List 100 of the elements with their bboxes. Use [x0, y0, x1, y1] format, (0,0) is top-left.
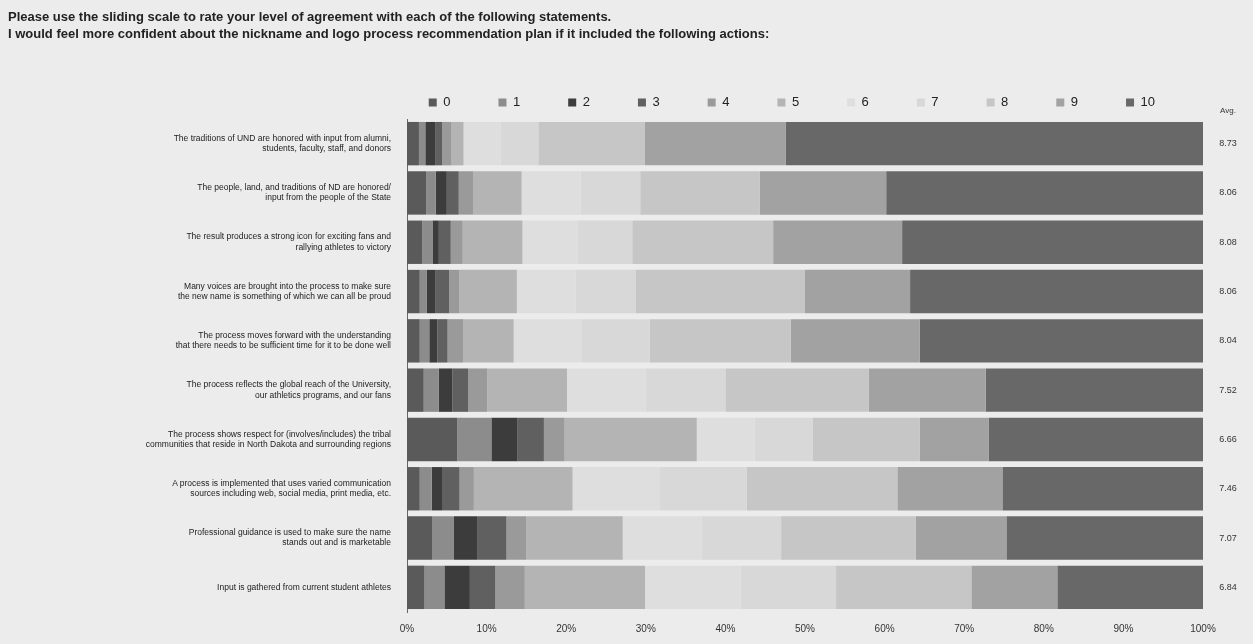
bar	[919, 417, 989, 462]
bar	[426, 269, 436, 314]
bar	[538, 121, 645, 166]
x-tick-label: 70%	[954, 622, 975, 634]
bar	[985, 368, 1203, 412]
x-tick-label: 90%	[1113, 622, 1134, 634]
bar	[812, 417, 920, 462]
bar	[462, 220, 523, 264]
bar	[432, 220, 439, 264]
text: 6.84	[1219, 581, 1237, 592]
bar	[649, 319, 791, 363]
text: Avg.	[1220, 106, 1236, 116]
bar	[419, 467, 432, 511]
bar	[429, 319, 438, 363]
y-tick-label: The traditions of UND are honored with input from alumni, students, faculty, staff, and donors	[173, 132, 391, 154]
bar	[785, 121, 1203, 166]
bar	[517, 417, 544, 462]
bar	[919, 319, 1203, 363]
bar	[632, 220, 774, 264]
y-tick-label: Input is gathered from current student athletes	[217, 581, 391, 592]
y-tick-label: Many voices are brought into the process to make sure the new name is something of which we can all be proud	[177, 280, 392, 301]
bar	[971, 565, 1058, 610]
bar	[645, 121, 786, 166]
bar	[897, 467, 1003, 511]
bar	[1002, 467, 1203, 511]
bar	[902, 220, 1203, 264]
legend-label: 3	[652, 94, 660, 110]
bar	[431, 467, 443, 511]
text: 7.07	[1219, 532, 1237, 543]
x-tick-label: 80%	[1033, 622, 1054, 634]
text: 8.06	[1219, 286, 1237, 297]
bar	[543, 417, 565, 462]
y-tick-label: Professional guidance is used to make sure the name stands out and is marketable	[188, 527, 392, 548]
bar	[435, 171, 447, 215]
bar	[836, 565, 972, 610]
bar	[988, 417, 1203, 462]
bar	[425, 121, 436, 166]
bar	[773, 220, 903, 264]
x-tick-label: 10%	[476, 622, 497, 634]
x-tick-label: 60%	[874, 622, 895, 634]
x-tick-label: 50%	[794, 622, 816, 634]
bar	[473, 467, 573, 511]
bar	[446, 171, 459, 215]
legend-label: 7	[931, 94, 939, 110]
bar	[435, 121, 443, 166]
bar	[453, 516, 478, 560]
bar	[491, 417, 518, 462]
bar	[424, 565, 445, 610]
bar	[805, 269, 911, 314]
bar	[418, 121, 426, 166]
bar	[640, 171, 760, 215]
x-tick-label: 20%	[556, 622, 577, 634]
bar	[444, 565, 470, 610]
bar	[635, 269, 805, 314]
bar	[526, 516, 623, 560]
text: 7.52	[1219, 384, 1237, 395]
bar	[438, 368, 453, 412]
legend-label: 1	[512, 94, 521, 110]
bar	[506, 516, 527, 560]
bar	[725, 368, 869, 412]
y-tick-label: The process reflects the global reach of the University, our athletics programs, and our fans	[186, 379, 391, 400]
bar	[781, 516, 916, 560]
bar	[442, 467, 460, 511]
bar	[422, 220, 433, 264]
bar	[419, 269, 427, 314]
bar	[524, 565, 645, 610]
legend-label: 6	[861, 94, 869, 110]
bar	[459, 269, 517, 314]
x-tick-label: 0%	[399, 622, 415, 634]
x-tick-label: 100%	[1190, 622, 1216, 634]
legend-label: 2	[582, 94, 590, 110]
y-tick-label: The result produces a strong icon for exciting fans and rallying athletes to victory	[186, 231, 392, 252]
legend-label: 8	[1001, 94, 1009, 110]
bar	[437, 319, 448, 363]
bar	[868, 368, 986, 412]
bar	[457, 417, 492, 462]
bar	[447, 319, 464, 363]
text: 8.04	[1219, 335, 1237, 346]
x-tick-label: 40%	[715, 622, 736, 634]
bar	[886, 171, 1203, 215]
bar	[1057, 565, 1203, 610]
bar	[487, 368, 567, 412]
y-tick-label: The process moves forward with the understanding that there needs to be sufficient time for it to be done well	[175, 330, 392, 351]
text: 7.46	[1219, 483, 1237, 494]
bar	[452, 368, 469, 412]
bar	[915, 516, 1007, 560]
legend-label: 9	[1070, 94, 1079, 110]
bar	[790, 319, 920, 363]
bar	[463, 319, 514, 363]
text: 8.73	[1219, 138, 1237, 149]
bar	[438, 220, 451, 264]
bar	[419, 319, 430, 363]
text: 8.08	[1219, 236, 1237, 247]
legend-label: 4	[722, 94, 730, 110]
chart-title: Please use the sliding scale to rate your level of agreement with each of the following statements.	[8, 8, 613, 25]
bar	[477, 516, 507, 560]
legend-label: 0	[443, 94, 451, 110]
legend-label: 10	[1140, 94, 1156, 110]
bar	[423, 368, 439, 412]
bar	[910, 269, 1203, 314]
